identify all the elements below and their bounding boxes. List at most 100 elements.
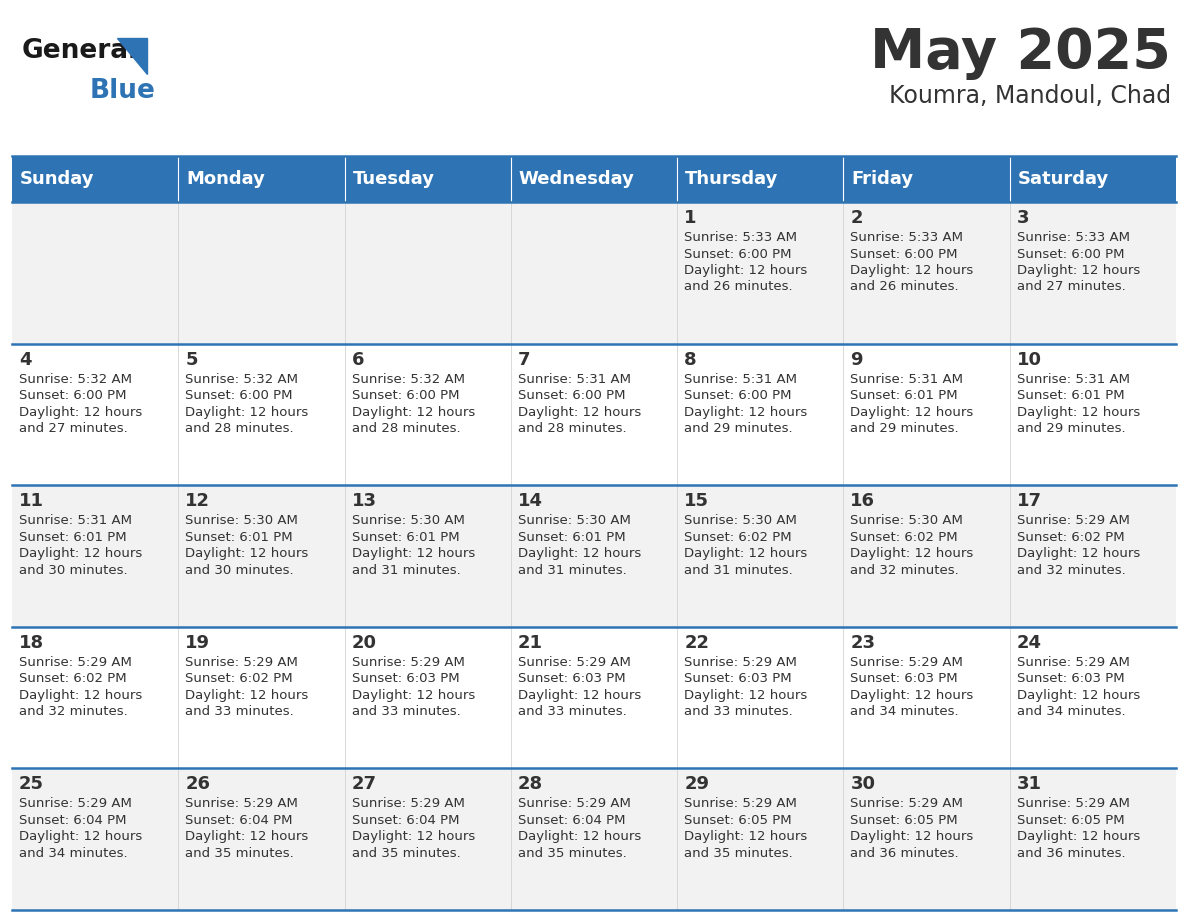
- Text: Sunset: 6:04 PM: Sunset: 6:04 PM: [352, 814, 459, 827]
- Text: and 34 minutes.: and 34 minutes.: [1017, 705, 1125, 718]
- Text: Friday: Friday: [852, 170, 914, 188]
- Text: Sunrise: 5:30 AM: Sunrise: 5:30 AM: [518, 514, 631, 527]
- Text: Sunrise: 5:33 AM: Sunrise: 5:33 AM: [1017, 231, 1130, 244]
- Text: Daylight: 12 hours: Daylight: 12 hours: [518, 547, 642, 560]
- Text: Daylight: 12 hours: Daylight: 12 hours: [185, 547, 309, 560]
- Text: 4: 4: [19, 351, 32, 369]
- Text: Daylight: 12 hours: Daylight: 12 hours: [851, 264, 974, 277]
- Text: and 31 minutes.: and 31 minutes.: [352, 564, 460, 577]
- Text: Sunday: Sunday: [20, 170, 95, 188]
- Text: Monday: Monday: [187, 170, 265, 188]
- Text: Sunset: 6:02 PM: Sunset: 6:02 PM: [1017, 531, 1124, 543]
- Text: 23: 23: [851, 633, 876, 652]
- Text: 17: 17: [1017, 492, 1042, 510]
- Text: Sunset: 6:03 PM: Sunset: 6:03 PM: [851, 672, 958, 686]
- Text: Sunset: 6:00 PM: Sunset: 6:00 PM: [518, 389, 625, 402]
- Text: 31: 31: [1017, 776, 1042, 793]
- Text: 24: 24: [1017, 633, 1042, 652]
- Text: Daylight: 12 hours: Daylight: 12 hours: [1017, 264, 1140, 277]
- Text: Sunset: 6:00 PM: Sunset: 6:00 PM: [185, 389, 292, 402]
- Text: and 36 minutes.: and 36 minutes.: [1017, 847, 1125, 860]
- Text: Daylight: 12 hours: Daylight: 12 hours: [352, 547, 475, 560]
- Text: and 35 minutes.: and 35 minutes.: [352, 847, 460, 860]
- Text: Daylight: 12 hours: Daylight: 12 hours: [19, 547, 143, 560]
- Text: 19: 19: [185, 633, 210, 652]
- Text: Daylight: 12 hours: Daylight: 12 hours: [851, 831, 974, 844]
- Text: Daylight: 12 hours: Daylight: 12 hours: [518, 406, 642, 419]
- Text: Sunrise: 5:30 AM: Sunrise: 5:30 AM: [352, 514, 465, 527]
- Text: Sunrise: 5:29 AM: Sunrise: 5:29 AM: [1017, 798, 1130, 811]
- Text: Sunset: 6:03 PM: Sunset: 6:03 PM: [352, 672, 460, 686]
- Bar: [12, 486, 1176, 627]
- Text: Daylight: 12 hours: Daylight: 12 hours: [352, 406, 475, 419]
- Text: Sunrise: 5:29 AM: Sunrise: 5:29 AM: [684, 798, 797, 811]
- Text: Daylight: 12 hours: Daylight: 12 hours: [352, 688, 475, 701]
- Text: Wednesday: Wednesday: [519, 170, 634, 188]
- Text: 14: 14: [518, 492, 543, 510]
- Text: Sunrise: 5:29 AM: Sunrise: 5:29 AM: [518, 798, 631, 811]
- Text: and 28 minutes.: and 28 minutes.: [352, 422, 460, 435]
- Text: and 35 minutes.: and 35 minutes.: [518, 847, 626, 860]
- Text: Sunrise: 5:29 AM: Sunrise: 5:29 AM: [19, 798, 132, 811]
- Text: Daylight: 12 hours: Daylight: 12 hours: [518, 831, 642, 844]
- Text: Sunrise: 5:30 AM: Sunrise: 5:30 AM: [684, 514, 797, 527]
- Text: and 30 minutes.: and 30 minutes.: [185, 564, 293, 577]
- Text: Sunset: 6:05 PM: Sunset: 6:05 PM: [1017, 814, 1124, 827]
- Text: and 30 minutes.: and 30 minutes.: [19, 564, 127, 577]
- Text: and 27 minutes.: and 27 minutes.: [1017, 281, 1125, 294]
- Text: Daylight: 12 hours: Daylight: 12 hours: [19, 688, 143, 701]
- Bar: [12, 343, 1176, 486]
- Text: and 32 minutes.: and 32 minutes.: [851, 564, 959, 577]
- Text: and 31 minutes.: and 31 minutes.: [518, 564, 626, 577]
- Text: Sunset: 6:00 PM: Sunset: 6:00 PM: [352, 389, 459, 402]
- Text: Sunrise: 5:29 AM: Sunrise: 5:29 AM: [684, 655, 797, 669]
- Text: Sunrise: 5:33 AM: Sunrise: 5:33 AM: [851, 231, 963, 244]
- Text: 6: 6: [352, 351, 364, 369]
- Text: Daylight: 12 hours: Daylight: 12 hours: [1017, 688, 1140, 701]
- Text: and 32 minutes.: and 32 minutes.: [19, 705, 128, 718]
- Text: and 36 minutes.: and 36 minutes.: [851, 847, 959, 860]
- Text: Sunrise: 5:30 AM: Sunrise: 5:30 AM: [851, 514, 963, 527]
- Text: Sunrise: 5:29 AM: Sunrise: 5:29 AM: [851, 798, 963, 811]
- Text: and 35 minutes.: and 35 minutes.: [185, 847, 295, 860]
- Text: Daylight: 12 hours: Daylight: 12 hours: [19, 406, 143, 419]
- Text: and 34 minutes.: and 34 minutes.: [851, 705, 959, 718]
- Text: Sunrise: 5:29 AM: Sunrise: 5:29 AM: [1017, 655, 1130, 669]
- Text: Sunrise: 5:29 AM: Sunrise: 5:29 AM: [518, 655, 631, 669]
- Text: 3: 3: [1017, 209, 1029, 227]
- Text: and 33 minutes.: and 33 minutes.: [352, 705, 460, 718]
- Text: Sunset: 6:01 PM: Sunset: 6:01 PM: [19, 531, 127, 543]
- Text: Sunset: 6:05 PM: Sunset: 6:05 PM: [684, 814, 791, 827]
- Text: 10: 10: [1017, 351, 1042, 369]
- Text: May 2025: May 2025: [870, 26, 1171, 80]
- Text: Sunrise: 5:29 AM: Sunrise: 5:29 AM: [851, 655, 963, 669]
- Text: Daylight: 12 hours: Daylight: 12 hours: [684, 264, 808, 277]
- Text: Sunset: 6:04 PM: Sunset: 6:04 PM: [185, 814, 292, 827]
- Text: Sunrise: 5:33 AM: Sunrise: 5:33 AM: [684, 231, 797, 244]
- Text: General: General: [23, 38, 138, 64]
- Text: and 29 minutes.: and 29 minutes.: [684, 422, 792, 435]
- Text: 18: 18: [19, 633, 44, 652]
- Text: and 29 minutes.: and 29 minutes.: [1017, 422, 1125, 435]
- Text: 7: 7: [518, 351, 530, 369]
- Text: Daylight: 12 hours: Daylight: 12 hours: [1017, 406, 1140, 419]
- Text: Sunrise: 5:30 AM: Sunrise: 5:30 AM: [185, 514, 298, 527]
- Text: 1: 1: [684, 209, 696, 227]
- Text: Sunset: 6:01 PM: Sunset: 6:01 PM: [352, 531, 460, 543]
- Text: and 28 minutes.: and 28 minutes.: [518, 422, 626, 435]
- Text: Sunset: 6:00 PM: Sunset: 6:00 PM: [1017, 248, 1124, 261]
- Text: Sunrise: 5:29 AM: Sunrise: 5:29 AM: [185, 798, 298, 811]
- Text: Daylight: 12 hours: Daylight: 12 hours: [684, 547, 808, 560]
- Bar: [12, 627, 1176, 768]
- Text: Daylight: 12 hours: Daylight: 12 hours: [684, 831, 808, 844]
- Text: 15: 15: [684, 492, 709, 510]
- Text: Sunset: 6:01 PM: Sunset: 6:01 PM: [518, 531, 626, 543]
- Text: Sunset: 6:02 PM: Sunset: 6:02 PM: [185, 672, 293, 686]
- Text: Sunrise: 5:32 AM: Sunrise: 5:32 AM: [19, 373, 132, 386]
- Text: Daylight: 12 hours: Daylight: 12 hours: [684, 688, 808, 701]
- Text: Sunrise: 5:31 AM: Sunrise: 5:31 AM: [518, 373, 631, 386]
- Text: Sunset: 6:01 PM: Sunset: 6:01 PM: [851, 389, 958, 402]
- Text: and 33 minutes.: and 33 minutes.: [518, 705, 626, 718]
- Text: 20: 20: [352, 633, 377, 652]
- Text: 29: 29: [684, 776, 709, 793]
